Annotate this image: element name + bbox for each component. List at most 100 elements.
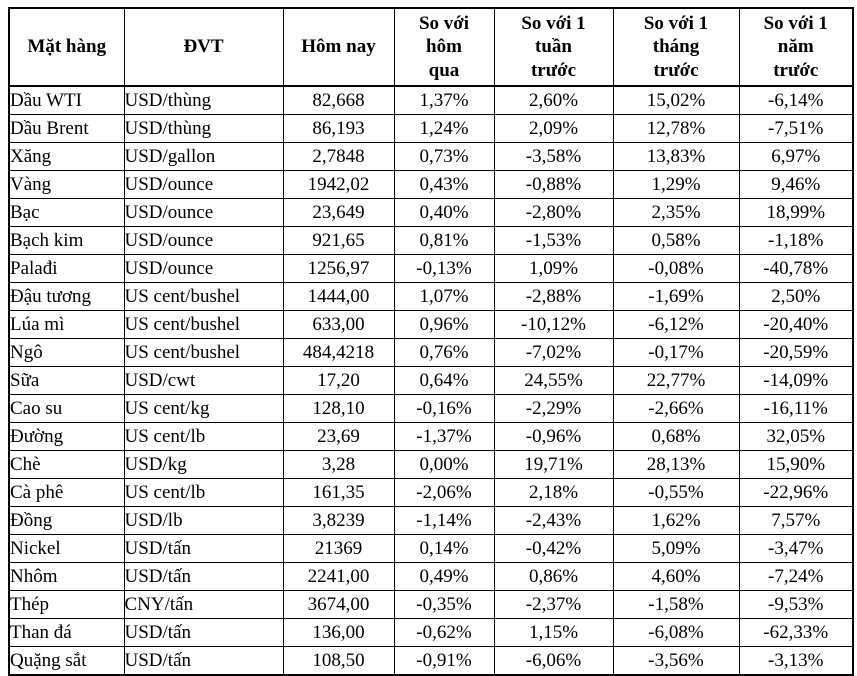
today-price-cell: 17,20 — [282, 366, 395, 395]
change-vs-yesterday-cell: -2,06% — [393, 478, 495, 507]
today-price-cell: 1256,97 — [282, 254, 395, 283]
commodity-name-cell: Palađi — [8, 254, 125, 283]
change-vs-month-cell: -0,17% — [612, 338, 740, 367]
table-row: Quặng sắt USD/tấn 108,50 -0,91% -6,06% -3,56%… — [8, 646, 854, 676]
change-vs-month-cell: -6,08% — [612, 618, 740, 647]
table-row: Chè USD/kg 3,28 0,00% 19,71% 28,13% 15,90% — [8, 450, 854, 479]
change-vs-week-cell: 24,55% — [493, 366, 614, 395]
commodity-name-cell: Nickel — [8, 534, 125, 563]
commodity-name-cell: Ngô — [8, 338, 125, 367]
commodity-name-cell: Dầu WTI — [8, 85, 125, 115]
change-vs-yesterday-cell: -1,37% — [393, 422, 495, 451]
change-vs-year-cell: -16,11% — [738, 394, 854, 423]
change-vs-month-cell: -1,69% — [612, 282, 740, 311]
change-vs-week-cell: -10,12% — [493, 310, 614, 339]
commodity-name-cell: Quặng sắt — [8, 646, 125, 676]
unit-cell: USD/kg — [123, 450, 284, 479]
unit-cell: US cent/kg — [123, 394, 284, 423]
unit-cell: USD/cwt — [123, 366, 284, 395]
table-row: Sữa USD/cwt 17,20 0,64% 24,55% 22,77% -14,09% — [8, 366, 854, 395]
unit-cell: USD/ounce — [123, 226, 284, 255]
change-vs-month-cell: -0,08% — [612, 254, 740, 283]
today-price-cell: 3,28 — [282, 450, 395, 479]
change-vs-year-cell: 7,57% — [738, 506, 854, 535]
unit-cell: USD/tấn — [123, 646, 284, 676]
change-vs-week-cell: 2,18% — [493, 478, 614, 507]
change-vs-year-cell: 15,90% — [738, 450, 854, 479]
change-vs-year-cell: 9,46% — [738, 170, 854, 199]
change-vs-week-cell: -0,96% — [493, 422, 614, 451]
header-unit: ĐVT — [123, 7, 284, 87]
change-vs-yesterday-cell: -0,16% — [393, 394, 495, 423]
change-vs-year-cell: 18,99% — [738, 198, 854, 227]
today-price-cell: 921,65 — [282, 226, 395, 255]
change-vs-month-cell: -3,56% — [612, 646, 740, 676]
change-vs-yesterday-cell: -0,62% — [393, 618, 495, 647]
change-vs-yesterday-cell: 0,40% — [393, 198, 495, 227]
today-price-cell: 1444,00 — [282, 282, 395, 311]
unit-cell: CNY/tấn — [123, 590, 284, 619]
change-vs-week-cell: 1,09% — [493, 254, 614, 283]
commodity-name-cell: Chè — [8, 450, 125, 479]
commodity-name-cell: Bạc — [8, 198, 125, 227]
today-price-cell: 1942,02 — [282, 170, 395, 199]
today-price-cell: 3674,00 — [282, 590, 395, 619]
change-vs-month-cell: 12,78% — [612, 114, 740, 143]
change-vs-year-cell: 32,05% — [738, 422, 854, 451]
unit-cell: USD/thùng — [123, 85, 284, 115]
table-row: Lúa mì US cent/bushel 633,00 0,96% -10,12% -6… — [8, 310, 854, 339]
header-vs-month-before: So với 1 tháng trước — [612, 7, 740, 87]
unit-cell: USD/tấn — [123, 562, 284, 591]
unit-cell: US cent/bushel — [123, 282, 284, 311]
commodity-name-cell: Lúa mì — [8, 310, 125, 339]
change-vs-week-cell: -3,58% — [493, 142, 614, 171]
table-row: Vàng USD/ounce 1942,02 0,43% -0,88% 1,29% 9,46… — [8, 170, 854, 199]
today-price-cell: 484,4218 — [282, 338, 395, 367]
table-row: Than đá USD/tấn 136,00 -0,62% 1,15% -6,08% -62… — [8, 618, 854, 647]
change-vs-yesterday-cell: -0,91% — [393, 646, 495, 676]
change-vs-year-cell: -62,33% — [738, 618, 854, 647]
change-vs-yesterday-cell: 0,64% — [393, 366, 495, 395]
today-price-cell: 128,10 — [282, 394, 395, 423]
commodity-name-cell: Đậu tương — [8, 282, 125, 311]
commodity-name-cell: Đồng — [8, 506, 125, 535]
change-vs-month-cell: 22,77% — [612, 366, 740, 395]
change-vs-yesterday-cell: 0,81% — [393, 226, 495, 255]
change-vs-yesterday-cell: -0,35% — [393, 590, 495, 619]
change-vs-month-cell: 13,83% — [612, 142, 740, 171]
today-price-cell: 2,7848 — [282, 142, 395, 171]
change-vs-month-cell: 0,68% — [612, 422, 740, 451]
today-price-cell: 21369 — [282, 534, 395, 563]
header-row: Mặt hàng ĐVT Hôm nay So với hôm qua So v… — [8, 7, 854, 87]
unit-cell: US cent/bushel — [123, 310, 284, 339]
change-vs-yesterday-cell: 0,76% — [393, 338, 495, 367]
unit-cell: USD/tấn — [123, 618, 284, 647]
change-vs-year-cell: 6,97% — [738, 142, 854, 171]
today-price-cell: 82,668 — [282, 85, 395, 115]
change-vs-week-cell: -2,29% — [493, 394, 614, 423]
unit-cell: USD/lb — [123, 506, 284, 535]
change-vs-year-cell: -7,51% — [738, 114, 854, 143]
change-vs-yesterday-cell: 0,73% — [393, 142, 495, 171]
change-vs-year-cell: -1,18% — [738, 226, 854, 255]
change-vs-yesterday-cell: -1,14% — [393, 506, 495, 535]
change-vs-week-cell: -2,43% — [493, 506, 614, 535]
change-vs-week-cell: 2,09% — [493, 114, 614, 143]
table-row: Dầu Brent USD/thùng 86,193 1,24% 2,09% 12,78%… — [8, 114, 854, 143]
change-vs-month-cell: 28,13% — [612, 450, 740, 479]
change-vs-year-cell: -6,14% — [738, 85, 854, 115]
table-row: Đường US cent/lb 23,69 -1,37% -0,96% 0,68% 32,… — [8, 422, 854, 451]
change-vs-month-cell: -2,66% — [612, 394, 740, 423]
table-row: Đậu tương US cent/bushel 1444,00 1,07% -2,88… — [8, 282, 854, 311]
change-vs-year-cell: -3,47% — [738, 534, 854, 563]
header-today: Hôm nay — [282, 7, 395, 87]
commodity-name-cell: Cao su — [8, 394, 125, 423]
change-vs-yesterday-cell: 0,14% — [393, 534, 495, 563]
change-vs-year-cell: -14,09% — [738, 366, 854, 395]
table-row: Bạch kim USD/ounce 921,65 0,81% -1,53% 0,58% -… — [8, 226, 854, 255]
header-vs-yesterday: So với hôm qua — [393, 7, 495, 87]
change-vs-month-cell: -0,55% — [612, 478, 740, 507]
change-vs-week-cell: -6,06% — [493, 646, 614, 676]
change-vs-yesterday-cell: 0,96% — [393, 310, 495, 339]
change-vs-year-cell: -20,59% — [738, 338, 854, 367]
